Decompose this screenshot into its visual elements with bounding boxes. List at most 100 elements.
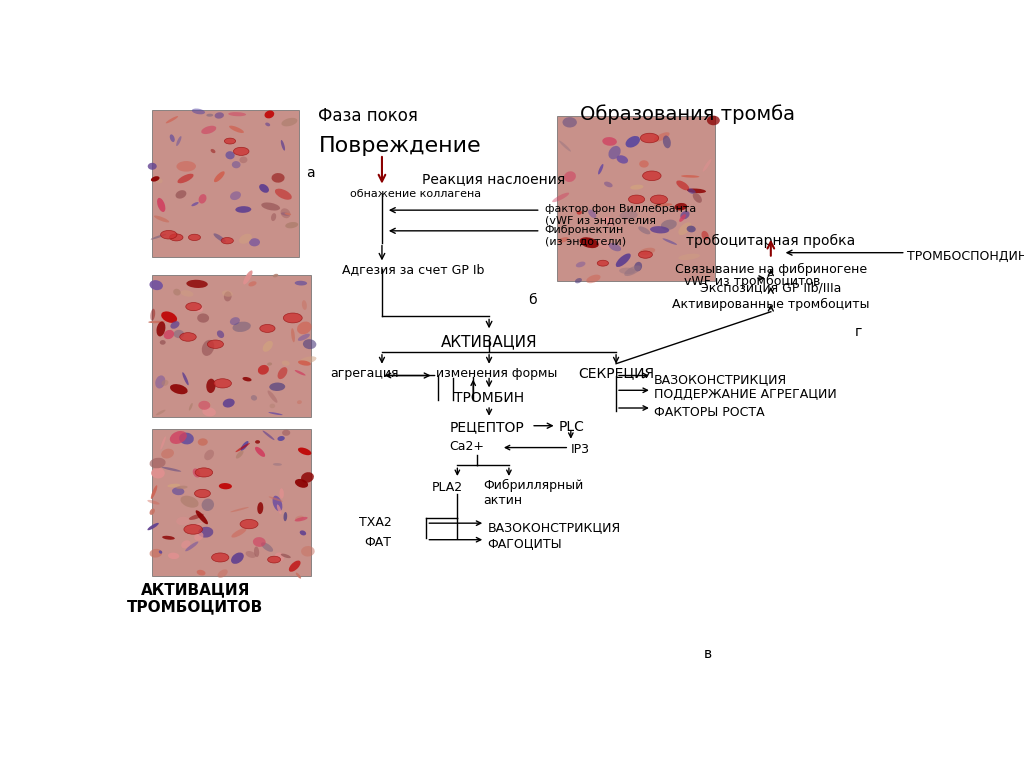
Text: Фибриллярный
актин: Фибриллярный актин [483, 479, 584, 507]
Ellipse shape [147, 500, 160, 505]
Ellipse shape [687, 188, 695, 194]
Ellipse shape [639, 160, 649, 168]
Ellipse shape [168, 553, 179, 559]
Ellipse shape [604, 182, 612, 187]
Ellipse shape [180, 495, 199, 508]
Ellipse shape [620, 211, 638, 219]
Bar [152, 275, 310, 417]
Ellipse shape [272, 274, 279, 278]
Text: Экспозиция GP IIb/IIIа: Экспозиция GP IIb/IIIа [700, 281, 842, 294]
Ellipse shape [281, 209, 291, 219]
Text: ТРОМБИН: ТРОМБИН [454, 391, 524, 406]
Ellipse shape [172, 487, 184, 495]
Ellipse shape [615, 253, 631, 267]
Ellipse shape [267, 556, 281, 563]
Text: PLA2: PLA2 [431, 481, 463, 494]
Ellipse shape [186, 280, 208, 288]
Text: СЕКРЕЦИЯ: СЕКРЕЦИЯ [578, 367, 654, 380]
Ellipse shape [219, 483, 232, 489]
Text: обнажение коллагена: обнажение коллагена [350, 189, 481, 199]
Ellipse shape [301, 546, 314, 557]
Ellipse shape [193, 469, 201, 478]
Ellipse shape [164, 330, 174, 339]
Ellipse shape [616, 155, 628, 163]
Ellipse shape [176, 161, 196, 172]
Text: ТХА2: ТХА2 [358, 516, 391, 529]
Ellipse shape [184, 525, 203, 535]
Ellipse shape [678, 222, 691, 235]
Ellipse shape [236, 450, 244, 459]
Text: в: в [703, 647, 712, 661]
Ellipse shape [282, 360, 290, 366]
Ellipse shape [206, 379, 215, 393]
Ellipse shape [663, 239, 677, 245]
Ellipse shape [221, 238, 233, 244]
Ellipse shape [215, 112, 224, 119]
Ellipse shape [580, 237, 599, 249]
Ellipse shape [156, 375, 165, 389]
Ellipse shape [271, 213, 276, 221]
Ellipse shape [231, 161, 241, 168]
Ellipse shape [276, 505, 282, 515]
Ellipse shape [161, 449, 174, 459]
Ellipse shape [285, 212, 291, 215]
Ellipse shape [180, 290, 194, 297]
Ellipse shape [151, 309, 156, 321]
Text: а: а [306, 166, 314, 180]
Ellipse shape [297, 400, 302, 404]
Ellipse shape [229, 126, 244, 133]
Ellipse shape [240, 519, 258, 528]
Ellipse shape [166, 116, 178, 123]
Ellipse shape [202, 340, 214, 356]
Ellipse shape [204, 449, 214, 460]
Ellipse shape [295, 370, 305, 376]
Ellipse shape [255, 440, 260, 443]
Ellipse shape [170, 321, 179, 329]
Ellipse shape [575, 262, 586, 268]
Text: изменения формы: изменения формы [436, 367, 557, 380]
Ellipse shape [268, 496, 283, 502]
Ellipse shape [191, 109, 205, 114]
Ellipse shape [297, 321, 311, 334]
Ellipse shape [687, 189, 706, 193]
Text: ФАКТОРЫ РОСТА: ФАКТОРЫ РОСТА [654, 406, 765, 419]
Ellipse shape [148, 321, 165, 323]
Ellipse shape [638, 251, 652, 258]
Ellipse shape [263, 341, 272, 352]
Ellipse shape [260, 324, 275, 332]
Text: vWF из тромбоцитов: vWF из тромбоцитов [684, 275, 820, 288]
Ellipse shape [170, 234, 183, 241]
Ellipse shape [261, 202, 280, 211]
Ellipse shape [231, 552, 244, 564]
Ellipse shape [253, 537, 265, 547]
Ellipse shape [224, 291, 231, 301]
Ellipse shape [225, 151, 234, 160]
Ellipse shape [231, 528, 247, 538]
Ellipse shape [598, 164, 603, 174]
Ellipse shape [228, 112, 246, 117]
Ellipse shape [586, 275, 600, 283]
Text: ВАЗОКОНСТРИКЦИЯ: ВАЗОКОНСТРИКЦИЯ [654, 374, 787, 386]
Ellipse shape [182, 372, 188, 385]
Ellipse shape [634, 262, 642, 272]
Text: РЕЦЕПТОР: РЕЦЕПТОР [450, 420, 524, 434]
Ellipse shape [199, 194, 207, 203]
Ellipse shape [223, 399, 234, 407]
Ellipse shape [185, 302, 202, 311]
Ellipse shape [676, 180, 689, 190]
Ellipse shape [196, 510, 208, 525]
Text: Фаза покоя: Фаза покоя [318, 107, 419, 125]
Ellipse shape [281, 212, 290, 216]
Ellipse shape [161, 436, 166, 449]
Ellipse shape [654, 203, 672, 206]
Ellipse shape [299, 357, 316, 364]
Ellipse shape [257, 502, 263, 514]
Bar [152, 429, 310, 576]
Ellipse shape [196, 468, 213, 477]
Ellipse shape [188, 514, 204, 520]
Ellipse shape [255, 447, 265, 457]
Ellipse shape [170, 384, 187, 394]
Ellipse shape [630, 185, 643, 189]
Ellipse shape [681, 175, 699, 178]
Ellipse shape [295, 517, 307, 522]
